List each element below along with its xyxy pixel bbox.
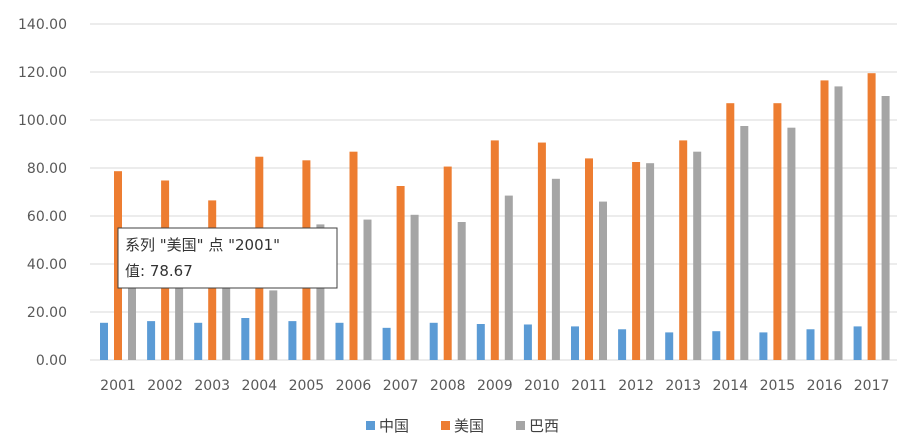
y-tick-label: 100.00 xyxy=(18,113,67,129)
bar-巴西-2007[interactable] xyxy=(410,214,419,360)
bar-巴西-2009[interactable] xyxy=(504,195,513,360)
y-tick-label: 60.00 xyxy=(27,209,67,225)
bar-巴西-2006[interactable] xyxy=(363,219,372,360)
x-tick-label: 2007 xyxy=(383,378,419,394)
bar-美国-2011[interactable] xyxy=(585,158,593,360)
y-tick-label: 140.00 xyxy=(18,17,67,33)
bar-中国-2010[interactable] xyxy=(523,324,532,360)
y-tick-label: 80.00 xyxy=(27,161,67,177)
bar-巴西-2016[interactable] xyxy=(834,86,843,361)
bar-巴西-2011[interactable] xyxy=(599,201,607,360)
tooltip-series-point: 系列 "美国" 点 "2001" xyxy=(125,236,280,254)
bar-巴西-2003[interactable] xyxy=(222,288,231,360)
x-tick-label: 2010 xyxy=(524,378,560,394)
bar-美国-2014[interactable] xyxy=(726,103,735,360)
bar-美国-2017[interactable] xyxy=(867,73,876,360)
bar-中国-2015[interactable] xyxy=(759,332,768,360)
legend-label: 美国 xyxy=(454,417,484,435)
bar-巴西-2001[interactable] xyxy=(128,288,136,360)
bar-巴西-2008[interactable] xyxy=(457,222,466,360)
legend-swatch xyxy=(516,421,525,430)
bar-巴西-2002[interactable] xyxy=(175,283,184,360)
bar-美国-2012[interactable] xyxy=(632,162,641,360)
x-tick-label: 2013 xyxy=(665,378,701,394)
x-tick-label: 2015 xyxy=(760,378,796,394)
bar-中国-2006[interactable] xyxy=(335,322,344,360)
x-tick-label: 2001 xyxy=(100,378,136,394)
bar-美国-2015[interactable] xyxy=(773,103,782,360)
bar-巴西-2004[interactable] xyxy=(269,290,278,360)
bar-巴西-2005[interactable] xyxy=(316,224,325,360)
bar-美国-2007[interactable] xyxy=(396,186,405,360)
bar-巴西-2013[interactable] xyxy=(693,151,702,360)
bar-中国-2012[interactable] xyxy=(618,329,627,360)
bar-美国-2013[interactable] xyxy=(679,140,688,360)
bar-中国-2003[interactable] xyxy=(194,322,203,360)
x-tick-label: 2003 xyxy=(194,378,230,394)
tooltip-box xyxy=(117,227,338,289)
legend-swatch xyxy=(441,421,450,430)
tooltip-value: 值: 78.67 xyxy=(125,262,193,280)
x-axis-tick-labels: 2001 2002 2003 2004 2005 2006 2007 2008 2009 2010… xyxy=(100,378,889,394)
y-tick-label: 40.00 xyxy=(27,257,67,273)
y-tick-label: 120.00 xyxy=(18,65,67,81)
bar-中国-2009[interactable] xyxy=(476,324,485,360)
legend-swatch xyxy=(366,421,375,430)
x-tick-label: 2002 xyxy=(147,378,183,394)
bar-美国-2010[interactable] xyxy=(537,142,546,360)
x-tick-label: 2006 xyxy=(336,378,372,394)
legend: 中国 美国 巴西 xyxy=(366,417,559,435)
bar-巴西-2015[interactable] xyxy=(787,127,796,361)
bar-美国-2006[interactable] xyxy=(349,151,358,360)
y-tick-label: 0.00 xyxy=(36,353,67,369)
bar-美国-2008[interactable] xyxy=(443,166,452,360)
x-tick-label: 2005 xyxy=(289,378,325,394)
x-tick-label: 2012 xyxy=(618,378,654,394)
y-axis-tick-labels: 0.00 20.00 40.00 60.00 80.00 100.00 120.00 140.… xyxy=(18,17,67,369)
bar-中国-2007[interactable] xyxy=(382,327,391,360)
bar-美国-2009[interactable] xyxy=(490,140,499,360)
x-tick-label: 2011 xyxy=(571,378,607,394)
x-tick-label: 2008 xyxy=(430,378,466,394)
y-tick-label: 20.00 xyxy=(27,305,67,321)
bar-中国-2005[interactable] xyxy=(288,321,297,360)
x-tick-label: 2016 xyxy=(807,378,843,394)
bar-中国-2014[interactable] xyxy=(712,331,721,360)
bar-巴西-2014[interactable] xyxy=(740,126,749,360)
x-tick-label: 2004 xyxy=(241,378,277,394)
bar-巴西-2010[interactable] xyxy=(551,178,560,360)
bar-中国-2004[interactable] xyxy=(241,318,250,360)
bar-中国-2001[interactable] xyxy=(100,322,108,360)
x-tick-label: 2009 xyxy=(477,378,513,394)
x-tick-label: 2014 xyxy=(712,378,748,394)
bars xyxy=(100,73,890,361)
bar-巴西-2012[interactable] xyxy=(646,163,655,360)
tooltip: 系列 "美国" 点 "2001" 值: 78.67 xyxy=(117,227,338,289)
bar-中国-2013[interactable] xyxy=(665,332,674,360)
bar-中国-2017[interactable] xyxy=(853,326,862,360)
bar-中国-2002[interactable] xyxy=(147,321,156,360)
x-tick-label: 2017 xyxy=(854,378,890,394)
bar-巴西-2017[interactable] xyxy=(881,96,890,360)
legend-label: 中国 xyxy=(379,417,409,435)
bar-中国-2008[interactable] xyxy=(429,322,438,360)
bar-中国-2016[interactable] xyxy=(806,329,815,360)
bar-中国-2011[interactable] xyxy=(571,326,579,360)
legend-label: 巴西 xyxy=(529,417,559,435)
bar-美国-2016[interactable] xyxy=(820,80,829,361)
